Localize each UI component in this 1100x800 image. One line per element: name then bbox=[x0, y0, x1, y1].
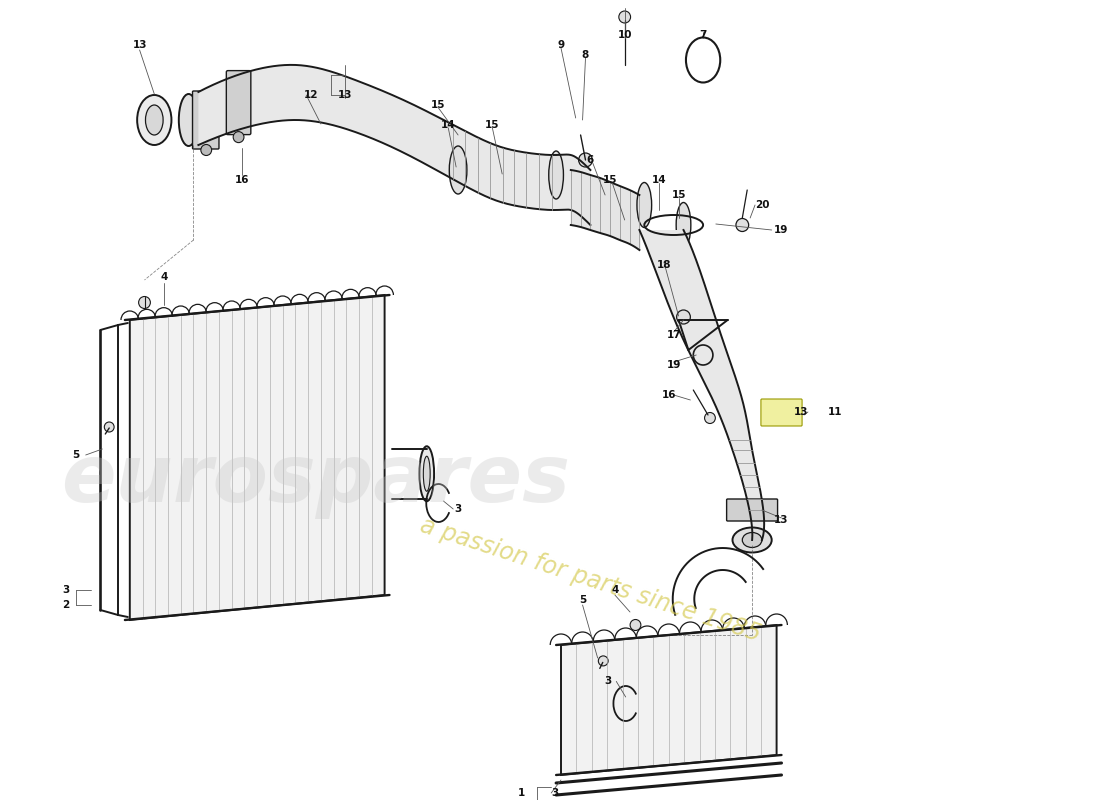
Text: 8: 8 bbox=[582, 50, 590, 60]
Circle shape bbox=[736, 218, 749, 231]
Text: 10: 10 bbox=[617, 30, 631, 40]
Polygon shape bbox=[198, 65, 591, 225]
Text: 15: 15 bbox=[603, 175, 617, 185]
Circle shape bbox=[201, 145, 211, 155]
Text: 4: 4 bbox=[161, 273, 168, 282]
Ellipse shape bbox=[419, 446, 435, 502]
Text: 13: 13 bbox=[794, 407, 808, 417]
Text: 16: 16 bbox=[235, 175, 250, 185]
Ellipse shape bbox=[145, 105, 163, 135]
Text: 14: 14 bbox=[441, 120, 455, 130]
Text: 4: 4 bbox=[612, 585, 618, 595]
Text: 13: 13 bbox=[338, 90, 353, 100]
Polygon shape bbox=[561, 625, 777, 775]
Text: 15: 15 bbox=[671, 190, 686, 200]
Ellipse shape bbox=[733, 527, 772, 553]
Text: 17: 17 bbox=[667, 330, 681, 340]
Polygon shape bbox=[639, 230, 764, 540]
FancyBboxPatch shape bbox=[192, 91, 219, 149]
Text: 13: 13 bbox=[774, 515, 789, 525]
Text: 3: 3 bbox=[63, 585, 69, 595]
Text: 3: 3 bbox=[605, 677, 612, 686]
Ellipse shape bbox=[549, 151, 563, 199]
FancyBboxPatch shape bbox=[227, 70, 251, 134]
Polygon shape bbox=[130, 295, 385, 620]
Text: 11: 11 bbox=[828, 407, 843, 417]
Text: 14: 14 bbox=[651, 175, 667, 185]
FancyBboxPatch shape bbox=[761, 399, 802, 426]
Text: 12: 12 bbox=[304, 90, 318, 100]
Circle shape bbox=[104, 422, 114, 432]
Circle shape bbox=[233, 132, 244, 142]
Text: 15: 15 bbox=[485, 120, 499, 130]
Text: 2: 2 bbox=[63, 600, 69, 610]
Text: 16: 16 bbox=[661, 390, 676, 400]
Text: eurospares: eurospares bbox=[62, 441, 571, 519]
Text: 7: 7 bbox=[700, 30, 707, 40]
Text: 5: 5 bbox=[73, 450, 79, 460]
Text: 20: 20 bbox=[755, 200, 769, 210]
Text: 1: 1 bbox=[518, 788, 526, 798]
Circle shape bbox=[139, 297, 151, 309]
Ellipse shape bbox=[742, 533, 762, 547]
Ellipse shape bbox=[449, 146, 466, 194]
Text: 19: 19 bbox=[774, 225, 789, 235]
Text: 5: 5 bbox=[579, 595, 586, 605]
Ellipse shape bbox=[179, 94, 198, 146]
Ellipse shape bbox=[138, 95, 172, 145]
Circle shape bbox=[705, 413, 715, 423]
Text: 3: 3 bbox=[454, 504, 462, 514]
Ellipse shape bbox=[424, 456, 430, 491]
Circle shape bbox=[676, 310, 691, 324]
Text: 15: 15 bbox=[431, 100, 446, 110]
Text: 6: 6 bbox=[586, 155, 594, 165]
Circle shape bbox=[579, 153, 593, 167]
Text: 19: 19 bbox=[667, 360, 681, 370]
Text: 18: 18 bbox=[657, 260, 671, 270]
FancyBboxPatch shape bbox=[727, 499, 778, 521]
Text: 13: 13 bbox=[132, 40, 147, 50]
Text: a passion for parts since 1985: a passion for parts since 1985 bbox=[417, 514, 763, 646]
Circle shape bbox=[619, 11, 630, 23]
Text: 9: 9 bbox=[558, 40, 564, 50]
Text: 3: 3 bbox=[551, 788, 559, 798]
Circle shape bbox=[598, 656, 608, 666]
Ellipse shape bbox=[676, 202, 691, 247]
Circle shape bbox=[630, 619, 641, 630]
Ellipse shape bbox=[637, 182, 651, 227]
